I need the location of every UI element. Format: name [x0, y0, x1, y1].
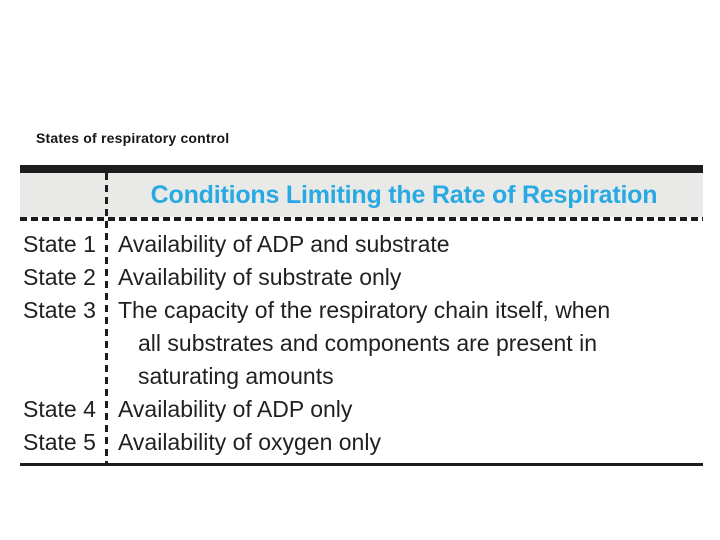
state-label: State 5 — [23, 429, 96, 455]
table-row-state-1: State 1 Availability of ADP and substrat… — [20, 228, 703, 261]
condition-cell: Availability of oxygen only — [105, 426, 703, 459]
state-label: State 3 — [23, 297, 96, 323]
table-top-border — [20, 165, 703, 173]
condition-cell: Availability of ADP only — [105, 393, 703, 426]
condition-text: Availability of ADP only — [118, 396, 353, 422]
condition-text: Availability of ADP and substrate — [118, 231, 450, 257]
state-label: State 1 — [23, 231, 96, 257]
header-empty-cell — [20, 173, 105, 217]
table-row-state-4: State 4 Availability of ADP only — [20, 393, 703, 426]
condition-text: The capacity of the respiratory chain it… — [118, 297, 611, 323]
column-divider-dashed-line — [105, 173, 108, 463]
condition-cell: Availability of ADP and substrate — [105, 228, 703, 261]
state-label: State 4 — [23, 396, 96, 422]
condition-text: Availability of substrate only — [118, 264, 402, 290]
state-label: State 2 — [23, 264, 96, 290]
page-title: States of respiratory control — [36, 130, 230, 146]
respiratory-control-table: Conditions Limiting the Rate of Respirat… — [20, 165, 703, 466]
header-divider-dashed-line — [20, 217, 703, 221]
condition-cell: Availability of substrate only — [105, 261, 703, 294]
table-row-state-3: State 3 The capacity of the respiratory … — [20, 294, 703, 393]
table-row-state-2: State 2 Availability of substrate only — [20, 261, 703, 294]
table-bottom-border — [20, 463, 703, 466]
table-header-title: Conditions Limiting the Rate of Respirat… — [150, 180, 658, 209]
table-header-row: Conditions Limiting the Rate of Respirat… — [20, 173, 703, 217]
condition-text: Availability of oxygen only — [118, 429, 381, 455]
condition-text-continuation: saturating amounts — [138, 363, 334, 389]
table-body: State 1 Availability of ADP and substrat… — [20, 221, 703, 463]
condition-text-continuation: all substrates and components are presen… — [138, 330, 597, 356]
table-row-state-5: State 5 Availability of oxygen only — [20, 426, 703, 459]
condition-cell: The capacity of the respiratory chain it… — [105, 294, 703, 393]
